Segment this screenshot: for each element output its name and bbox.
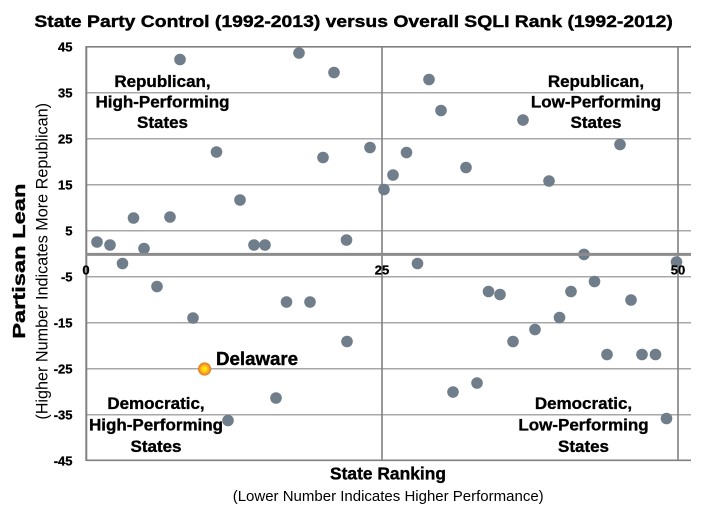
- svg-text:15: 15: [58, 178, 72, 193]
- svg-text:50: 50: [671, 263, 685, 278]
- svg-text:States: States: [130, 437, 181, 456]
- svg-text:States: States: [558, 437, 609, 456]
- svg-text:25: 25: [58, 132, 72, 147]
- svg-text:State Ranking: State Ranking: [330, 464, 446, 484]
- svg-text:Delaware: Delaware: [216, 348, 298, 369]
- svg-text:Republican,: Republican,: [548, 72, 644, 91]
- svg-text:(Lower Number Indicates Higher: (Lower Number Indicates Higher Performan…: [233, 488, 544, 505]
- svg-text:Democratic,: Democratic,: [535, 394, 632, 413]
- svg-text:Low-Performing: Low-Performing: [531, 92, 661, 111]
- svg-text:High-Performing: High-Performing: [89, 415, 223, 434]
- svg-text:25: 25: [375, 263, 389, 278]
- svg-text:0: 0: [82, 263, 89, 278]
- svg-text:State Party Control (1992-2013: State Party Control (1992-2013) versus O…: [34, 12, 672, 31]
- svg-text:Democratic,: Democratic,: [107, 394, 204, 413]
- svg-text:High-Performing: High-Performing: [95, 92, 229, 111]
- svg-text:-35: -35: [54, 408, 73, 423]
- svg-text:35: 35: [58, 86, 72, 101]
- svg-text:-25: -25: [54, 362, 73, 377]
- svg-text:Republican,: Republican,: [114, 72, 210, 91]
- svg-text:5: 5: [65, 224, 72, 239]
- svg-text:Partisan Lean: Partisan Lean: [10, 184, 30, 339]
- svg-text:-5: -5: [61, 270, 73, 285]
- svg-text:45: 45: [58, 40, 72, 55]
- svg-text:States: States: [570, 113, 621, 132]
- svg-text:States: States: [137, 113, 188, 132]
- svg-text:-15: -15: [54, 316, 73, 331]
- svg-text:Low-Performing: Low-Performing: [518, 415, 648, 434]
- svg-text:(Higher Number Indicates More: (Higher Number Indicates More Republican…: [33, 103, 51, 420]
- svg-text:-45: -45: [54, 454, 73, 469]
